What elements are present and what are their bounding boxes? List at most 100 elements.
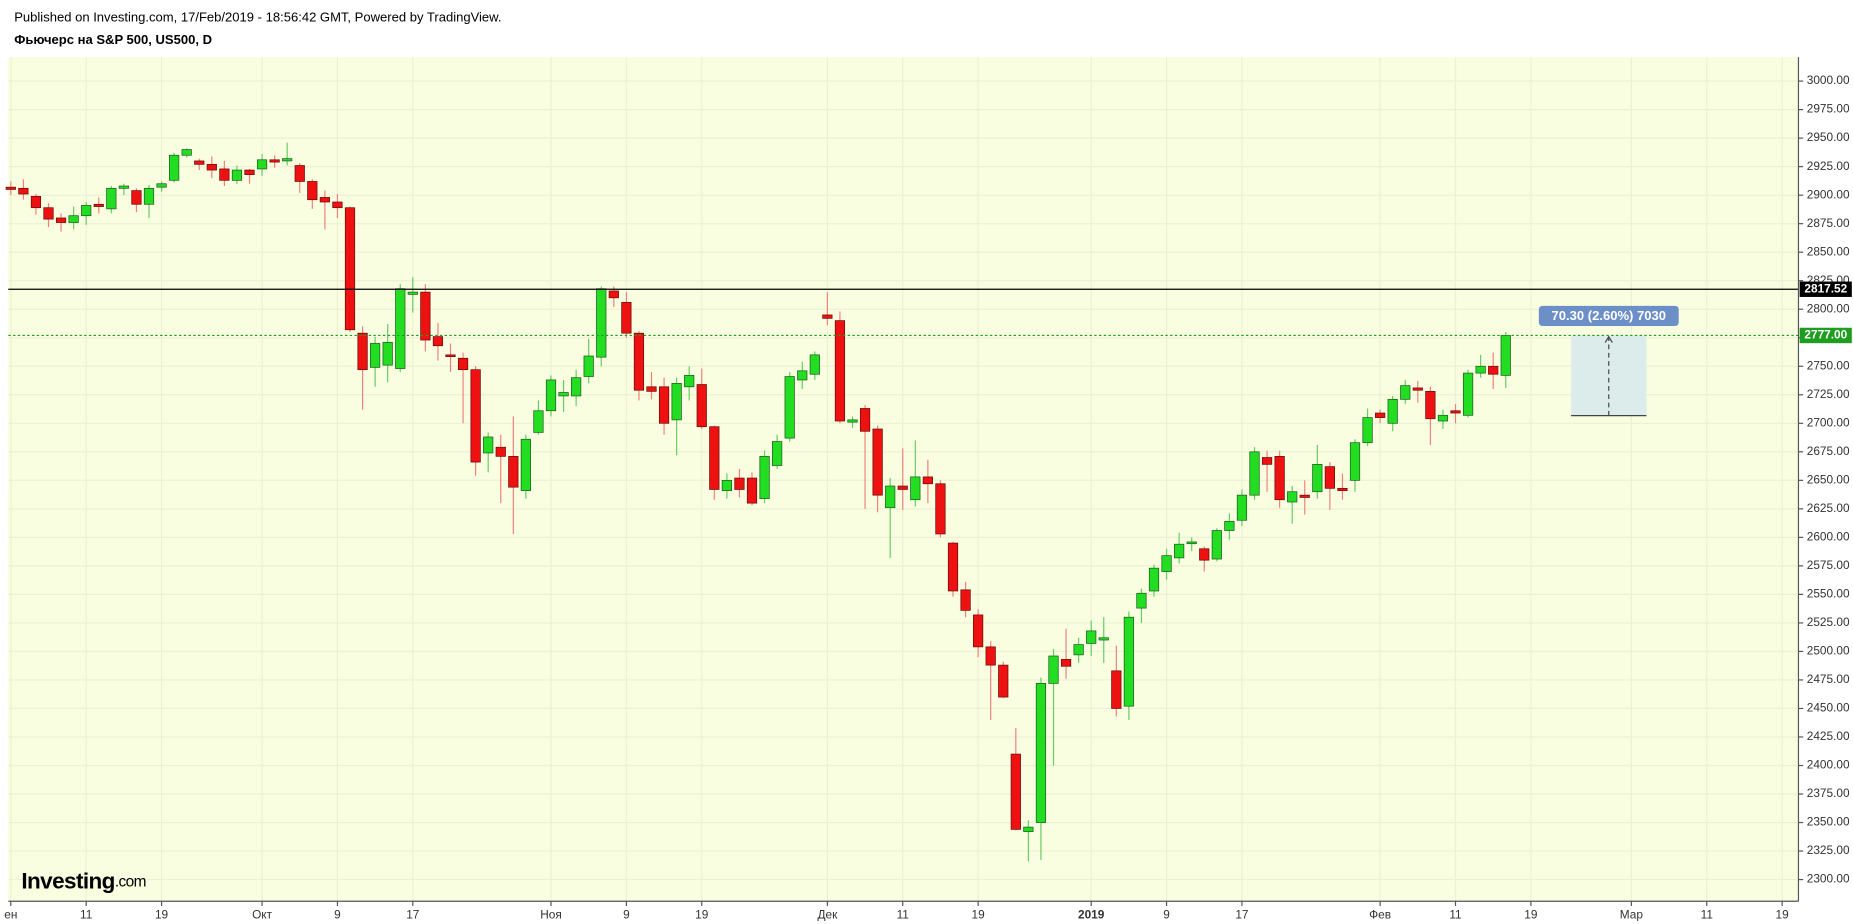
y-tick-label: 2800.00 bbox=[1807, 301, 1850, 315]
candle-body bbox=[1299, 494, 1310, 498]
y-tick-label: 2725.00 bbox=[1807, 387, 1850, 401]
measure-label: 70.30 (2.60%) 7030 bbox=[1552, 308, 1666, 323]
candle-body bbox=[734, 477, 745, 490]
candle-body bbox=[746, 477, 758, 504]
candle-body bbox=[721, 479, 732, 491]
x-tick-label: 9 bbox=[1163, 908, 1170, 922]
x-tick-label: 11 bbox=[80, 908, 93, 922]
candle-body bbox=[219, 168, 230, 181]
candle-body bbox=[1073, 644, 1084, 656]
y-tick-label: 2425.00 bbox=[1807, 729, 1850, 743]
x-tick-label: 11 bbox=[897, 908, 910, 922]
y-tick-label: 2325.00 bbox=[1807, 843, 1850, 857]
measure-label-bg bbox=[1538, 305, 1679, 326]
candle-body bbox=[709, 426, 720, 490]
candle-body bbox=[483, 436, 494, 454]
candle-body bbox=[947, 542, 959, 592]
price-badge-label: 2817.52 bbox=[1804, 281, 1847, 295]
candle-body bbox=[55, 217, 67, 223]
y-tick-label: 3000.00 bbox=[1807, 73, 1850, 87]
candle-body bbox=[420, 291, 431, 341]
candle-body bbox=[407, 291, 418, 295]
candle-body bbox=[973, 614, 984, 648]
candle-body bbox=[1349, 442, 1361, 481]
y-tick-label: 2500.00 bbox=[1807, 644, 1850, 658]
candle-body bbox=[319, 197, 330, 203]
logo-brand: Investing bbox=[21, 868, 115, 893]
candle-body bbox=[1261, 457, 1273, 465]
candle-body bbox=[998, 664, 1009, 698]
y-tick-label: 2300.00 bbox=[1807, 872, 1850, 886]
candle-body bbox=[784, 376, 795, 439]
candle-body bbox=[960, 589, 971, 611]
candle-body bbox=[81, 205, 92, 217]
y-tick-label: 2700.00 bbox=[1807, 415, 1850, 429]
candle-body bbox=[307, 181, 318, 201]
x-tick-label: 17 bbox=[1235, 908, 1248, 922]
candle-body bbox=[1437, 414, 1449, 422]
x-tick-label: 2019 bbox=[1078, 908, 1105, 922]
candle-body bbox=[432, 336, 444, 347]
candle-body bbox=[1375, 412, 1386, 418]
candle-body bbox=[571, 377, 582, 397]
candle-body bbox=[910, 476, 921, 501]
candle-body bbox=[5, 186, 16, 190]
candle-body bbox=[1249, 451, 1260, 496]
candle-body bbox=[68, 215, 79, 223]
candle-body bbox=[897, 485, 908, 490]
y-tick-label: 2400.00 bbox=[1807, 758, 1850, 772]
candle-body bbox=[671, 383, 682, 421]
candle-body bbox=[93, 203, 104, 207]
y-tick-label: 2750.00 bbox=[1807, 358, 1850, 372]
candle-body bbox=[194, 160, 205, 165]
candle-body bbox=[1500, 335, 1511, 376]
candle-body bbox=[646, 386, 657, 392]
published-note: Published on Investing.com, 17/Feb/2019 … bbox=[14, 9, 501, 24]
candle-body bbox=[1048, 655, 1059, 684]
logo-suffix: .com bbox=[115, 873, 146, 890]
candle-body bbox=[1450, 410, 1461, 414]
candle-body bbox=[1199, 548, 1210, 561]
candle-body bbox=[1148, 567, 1160, 592]
y-tick-label: 2925.00 bbox=[1807, 159, 1850, 173]
candle-body bbox=[1236, 494, 1248, 521]
x-tick-label: 17 bbox=[406, 908, 419, 922]
candle-body bbox=[344, 207, 356, 331]
plot-area bbox=[8, 57, 1799, 902]
logo: Investing.com bbox=[21, 868, 146, 893]
candle-body bbox=[357, 332, 368, 371]
candle-body bbox=[18, 187, 29, 195]
y-tick-label: 2575.00 bbox=[1807, 558, 1850, 572]
y-tick-label: 2675.00 bbox=[1807, 444, 1850, 458]
candle-body bbox=[282, 158, 293, 162]
x-tick-label: Фев bbox=[1369, 908, 1391, 922]
candle-body bbox=[1010, 753, 1021, 830]
candle-body bbox=[621, 302, 632, 334]
candle-body bbox=[583, 355, 594, 377]
candle-body bbox=[294, 165, 305, 182]
x-tick-label: Ноя bbox=[540, 908, 562, 922]
candle-body bbox=[1098, 637, 1109, 641]
y-tick-label: 2525.00 bbox=[1807, 615, 1850, 629]
y-tick-label: 2950.00 bbox=[1807, 130, 1850, 144]
y-tick-label: 2475.00 bbox=[1807, 672, 1850, 686]
candle-body bbox=[1023, 826, 1034, 833]
candle-body bbox=[1086, 630, 1097, 644]
y-tick-label: 2600.00 bbox=[1807, 529, 1850, 543]
candle-body bbox=[847, 419, 858, 423]
candle-body bbox=[1123, 616, 1134, 707]
candle-body bbox=[545, 379, 557, 412]
y-tick-label: 2625.00 bbox=[1807, 501, 1850, 515]
candle-body bbox=[1111, 670, 1122, 709]
y-tick-label: 2900.00 bbox=[1807, 187, 1850, 201]
candle-body bbox=[859, 408, 871, 432]
price-badge-label: 2777.00 bbox=[1804, 328, 1847, 342]
candle-body bbox=[885, 485, 896, 509]
price-badge bbox=[1799, 327, 1852, 344]
candle-body bbox=[1186, 541, 1197, 545]
candle-body bbox=[985, 646, 996, 666]
candle-body bbox=[558, 392, 569, 397]
y-tick-label: 2650.00 bbox=[1807, 472, 1850, 486]
y-tick-label: 2975.00 bbox=[1807, 102, 1850, 116]
